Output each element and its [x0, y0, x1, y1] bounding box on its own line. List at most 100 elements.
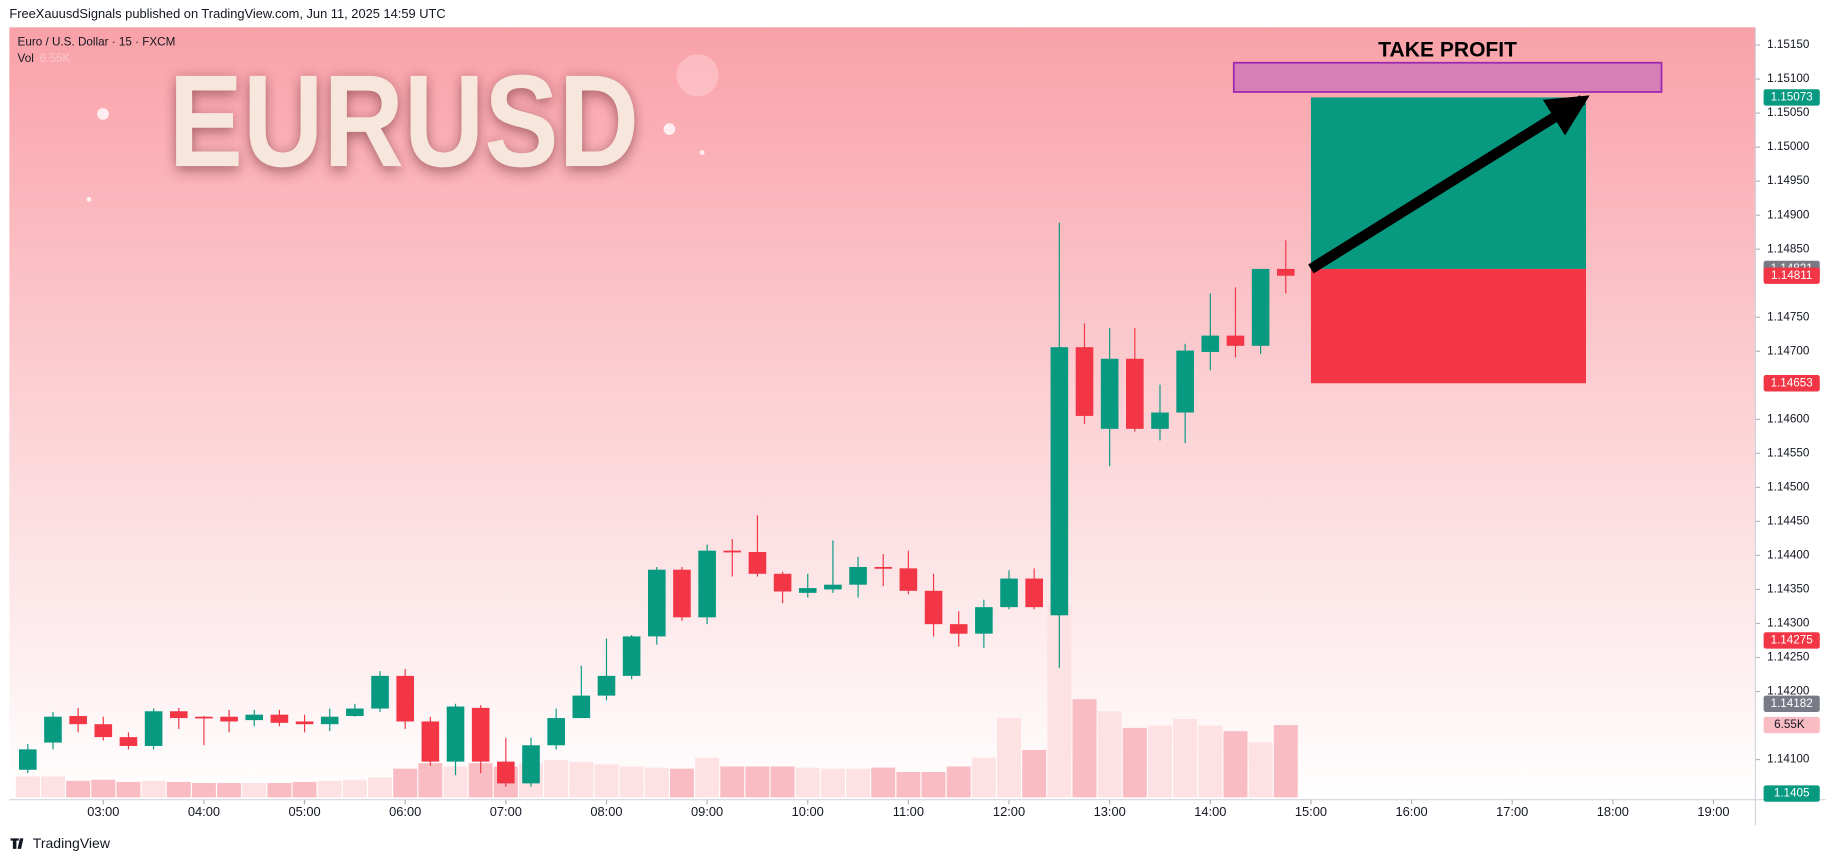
candle-body: [295, 721, 314, 725]
x-tick-label: 03:00: [87, 804, 119, 819]
candle-body: [698, 550, 716, 618]
y-tick-label: 1.15050: [1767, 106, 1810, 119]
candle-body: [547, 718, 565, 746]
x-tick-label: 13:00: [1094, 804, 1126, 819]
candle-body: [1201, 335, 1220, 352]
volume-bar: [1223, 731, 1248, 798]
symbol: Euro / U.S. Dollar · 15 · FXCM: [18, 36, 176, 49]
candle-body: [497, 761, 515, 784]
candle-body: [371, 675, 389, 709]
candle-body: [446, 706, 465, 762]
candle-body: [220, 716, 238, 722]
y-tick-label: 1.14950: [1767, 174, 1810, 187]
candle-body: [874, 566, 893, 569]
volume-bar: [393, 768, 418, 798]
banner: EURUSD: [169, 48, 639, 195]
x-tick-label: 15:00: [1295, 804, 1327, 819]
candle-body: [1025, 578, 1043, 608]
volume-bar: [946, 766, 971, 798]
volume-bar: [795, 767, 820, 798]
candle-body: [899, 568, 918, 591]
volume-bar: [1122, 727, 1147, 798]
volume-bar: [971, 757, 996, 798]
header: FreeXauusdSignals published on TradingVi…: [9, 6, 445, 21]
sparkles: [86, 54, 719, 202]
x-tick-label: 12:00: [993, 804, 1025, 819]
volume-bars: [15, 604, 1298, 798]
y-tick-label: 1.14900: [1767, 208, 1810, 221]
volume-bar: [15, 776, 40, 798]
y-tick-label: 1.14850: [1767, 242, 1810, 255]
y-tick-label: 1.15150: [1767, 38, 1810, 51]
candle-body: [1176, 350, 1194, 413]
volume-bar: [695, 757, 720, 798]
volume-bar: [1273, 725, 1298, 798]
candle-body: [1100, 358, 1119, 429]
volume-bar: [116, 781, 141, 798]
arrow: [1308, 95, 1590, 274]
volume-bar: [368, 777, 393, 798]
x-tick-label: 09:00: [691, 804, 723, 819]
volume-legend-value: 6.55K: [40, 52, 71, 65]
volume-bar: [166, 781, 191, 798]
price-tag: [1763, 89, 1820, 106]
price-tag: [1763, 695, 1820, 712]
x-tick-label: 06:00: [389, 804, 421, 819]
candle-body: [270, 714, 289, 723]
x-tick-label: 16:00: [1395, 804, 1427, 819]
y-tick-label: 1.14300: [1767, 617, 1810, 630]
y-tick-label: 1.15100: [1767, 72, 1810, 85]
candle-body: [924, 590, 943, 625]
candle-body: [748, 552, 767, 574]
y-tick-label: 1.14450: [1767, 514, 1810, 527]
candle-body: [622, 636, 641, 676]
volume-bar: [40, 776, 65, 798]
volume-bar: [1147, 725, 1172, 798]
x-tick-label: 10:00: [792, 804, 824, 819]
candle-body: [798, 588, 817, 593]
candle-body: [673, 569, 691, 618]
volume-tag-label: 6.55K: [1774, 718, 1805, 731]
y-tick-label: 1.14250: [1767, 651, 1810, 664]
volume-bar: [242, 783, 267, 798]
volume-bar: [871, 767, 896, 798]
candle-body: [320, 716, 339, 725]
volume-bar: [66, 780, 91, 798]
candle-body: [1000, 578, 1018, 608]
price-tag-label: 1.14653: [1771, 376, 1813, 389]
loss-zone: [1310, 268, 1587, 384]
candle-body: [69, 716, 87, 725]
price-tag: [1763, 785, 1820, 802]
candle-body: [346, 708, 364, 717]
volume-bar: [1198, 725, 1223, 798]
volume-bar: [418, 763, 443, 798]
volume-bar: [1022, 749, 1047, 798]
y-tick-label: 1.14200: [1767, 685, 1810, 698]
volume-bar: [191, 783, 216, 798]
candle-body: [975, 607, 993, 634]
candle-body: [647, 569, 666, 637]
price-tag-label: 1.1405: [1774, 787, 1810, 800]
volume-bar: [921, 772, 946, 798]
price-tag: [1763, 375, 1820, 392]
volume-bar: [669, 768, 694, 798]
volume-bar: [1248, 742, 1273, 798]
volume-bar: [217, 783, 242, 798]
y-tick-label: 1.14550: [1767, 446, 1810, 459]
candle-body: [396, 675, 415, 722]
y-tick-label: 1.14750: [1767, 310, 1810, 323]
candle-body: [119, 737, 138, 746]
volume-bar: [745, 766, 770, 798]
candle-body: [1075, 347, 1094, 416]
candle-body: [572, 695, 591, 719]
logo: [10, 838, 24, 849]
x-tick-label: 05:00: [288, 804, 320, 819]
y-tick-label: 1.14400: [1767, 549, 1810, 562]
price-tag-label: 1.14811: [1771, 269, 1812, 282]
volume-bar: [997, 717, 1022, 798]
volume-bar: [267, 783, 292, 798]
price-tag-label: 1.14275: [1771, 634, 1814, 647]
candle-body: [723, 550, 742, 553]
